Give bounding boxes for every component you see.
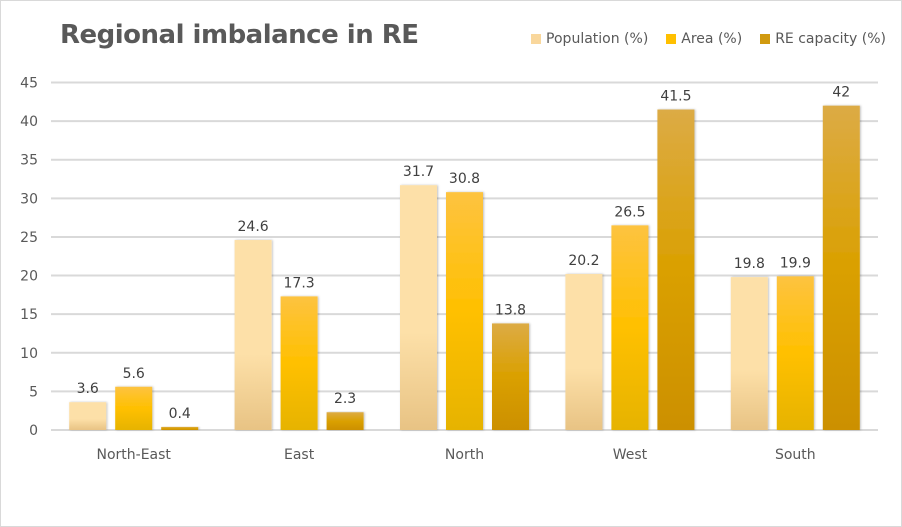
data-label: 0.4 xyxy=(169,406,191,422)
x-category-label: South xyxy=(775,447,816,463)
data-label: 30.8 xyxy=(449,171,480,187)
data-label: 26.5 xyxy=(614,204,645,220)
data-label: 2.3 xyxy=(334,391,356,407)
bar-west-area[interactable] xyxy=(611,225,649,430)
legend-item-re-capacity[interactable]: RE capacity (%) xyxy=(760,31,886,47)
bar-east-re-capacity[interactable] xyxy=(326,412,364,430)
bar-east-area[interactable] xyxy=(280,296,318,430)
bar-north-population[interactable] xyxy=(400,185,437,430)
legend: Population (%) Area (%) RE capacity (%) xyxy=(531,31,886,47)
y-tick-label: 0 xyxy=(29,423,38,439)
data-label: 5.6 xyxy=(123,366,145,382)
data-label: 31.7 xyxy=(403,164,434,180)
bar-south-re-capacity[interactable] xyxy=(822,105,860,431)
x-axis-categories: North-East East North West South xyxy=(96,447,815,463)
x-category-label: North xyxy=(445,447,484,463)
data-label: 19.8 xyxy=(734,256,765,272)
bar-north-re-capacity[interactable] xyxy=(492,323,529,430)
legend-label-re-capacity: RE capacity (%) xyxy=(775,31,886,47)
bar-west-re-capacity[interactable] xyxy=(657,109,695,431)
legend-label-population: Population (%) xyxy=(546,31,649,47)
bar-south-area[interactable] xyxy=(776,276,814,430)
y-tick-label: 45 xyxy=(20,76,38,92)
y-tick-label: 40 xyxy=(20,114,38,130)
data-label: 24.6 xyxy=(238,219,269,235)
y-tick-label: 30 xyxy=(20,191,38,207)
y-tick-label: 5 xyxy=(29,384,38,400)
data-label: 13.8 xyxy=(495,302,526,318)
data-label: 42 xyxy=(832,85,850,101)
y-tick-label: 10 xyxy=(20,346,38,362)
y-axis-ticks: 0 5 10 15 20 25 30 35 40 45 xyxy=(20,76,38,440)
data-label: 20.2 xyxy=(568,253,599,269)
legend-swatch-area xyxy=(666,34,677,44)
chart-title: Regional imbalance in RE xyxy=(60,20,419,50)
legend-swatch-population xyxy=(531,34,542,44)
x-category-label: East xyxy=(284,447,315,463)
data-label: 3.6 xyxy=(77,381,99,397)
x-category-label: West xyxy=(613,447,648,463)
data-label: 19.9 xyxy=(780,255,811,271)
y-tick-label: 25 xyxy=(20,230,38,246)
x-category-label: North-East xyxy=(96,447,171,463)
bar-south-population[interactable] xyxy=(730,277,768,430)
legend-item-population[interactable]: Population (%) xyxy=(531,31,648,47)
y-tick-label: 20 xyxy=(20,269,38,285)
bar-north-area[interactable] xyxy=(446,192,483,430)
y-tick-label: 35 xyxy=(20,153,38,169)
bar-east-population[interactable] xyxy=(234,240,272,430)
data-label: 17.3 xyxy=(284,275,315,291)
legend-swatch-re-capacity xyxy=(760,34,771,44)
data-labels: 3.6 5.6 0.4 24.6 17.3 2.3 31.7 30.8 13.8 20.2 26.5… xyxy=(77,85,851,422)
bar-west-population[interactable] xyxy=(565,274,603,430)
data-label: 41.5 xyxy=(660,89,691,105)
bar-north-east-population[interactable] xyxy=(69,402,107,430)
bar-north-east-area[interactable] xyxy=(115,386,153,430)
bar-north-east-re-capacity[interactable] xyxy=(161,426,199,430)
bars xyxy=(69,105,860,431)
legend-label-area: Area (%) xyxy=(681,31,743,47)
legend-item-area[interactable]: Area (%) xyxy=(666,31,742,47)
y-tick-label: 15 xyxy=(20,307,38,323)
